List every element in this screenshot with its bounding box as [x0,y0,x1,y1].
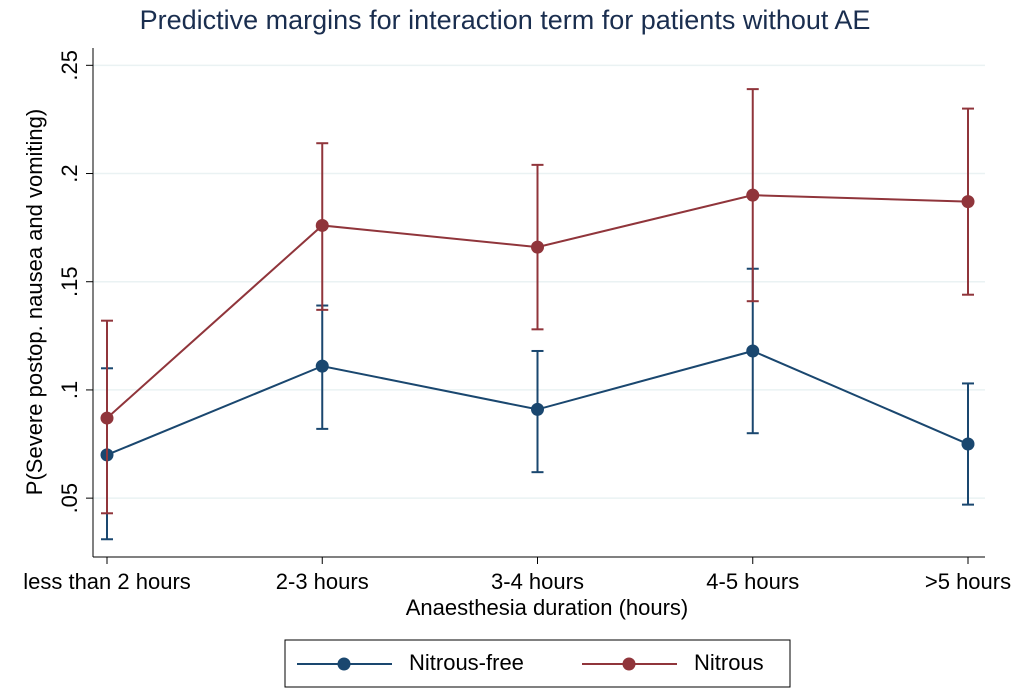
marker [746,344,760,358]
marker [531,402,544,416]
legend-label: Nitrous-free [409,650,524,675]
x-axis-label: Anaesthesia duration (hours) [406,595,689,620]
y-axis-label: P(Severe postop. nausea and vomiting) [22,109,47,495]
legend-label: Nitrous [694,650,764,675]
y-tick-label: .15 [57,266,82,297]
x-tick-label: >5 hours [925,569,1011,594]
chart-title: Predictive margins for interaction term … [140,5,871,35]
x-tick-label: 2-3 hours [276,569,369,594]
x-tick-label: 4-5 hours [706,569,799,594]
marker [961,195,975,209]
marker [531,240,544,254]
marker [961,437,975,451]
legend-marker [337,657,351,671]
marker [746,188,760,202]
x-tick-label: less than 2 hours [23,569,191,594]
y-tick-label: .2 [57,164,82,182]
y-tick-label: .05 [57,483,82,514]
marker [100,411,114,425]
legend-marker [622,657,636,671]
marker [315,218,329,232]
x-tick-label: 3-4 hours [491,569,584,594]
y-tick-label: .1 [57,381,82,399]
marker [315,359,329,373]
y-tick-label: .25 [57,50,82,81]
